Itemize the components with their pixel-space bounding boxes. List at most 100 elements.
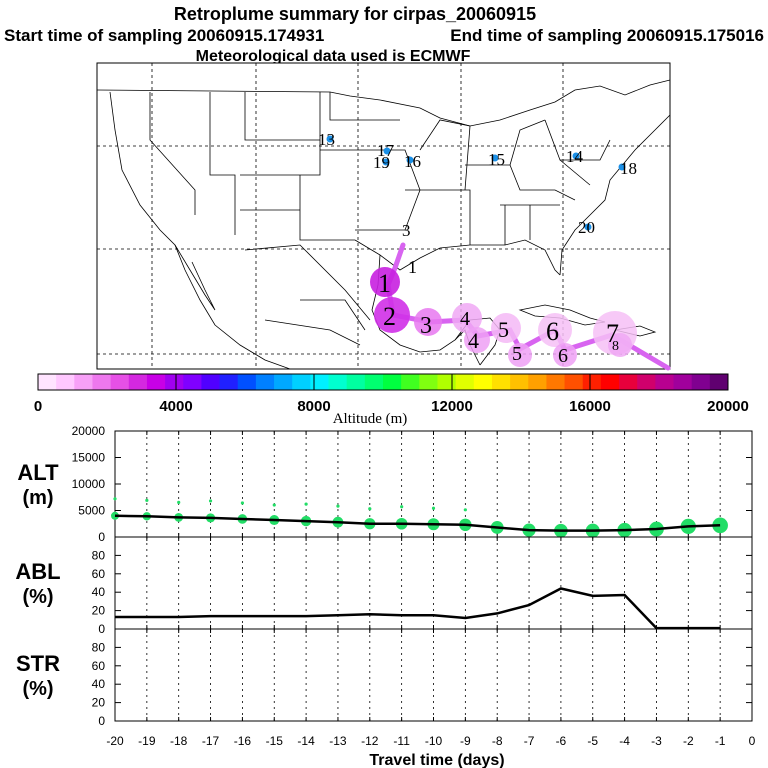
colorbar-swatch xyxy=(146,374,166,390)
y-tick-label: 0 xyxy=(98,530,105,544)
station-label-19: 19 xyxy=(373,153,390,172)
colorbar-swatch xyxy=(655,374,675,390)
plume-label-3-small: 3 xyxy=(402,221,411,240)
plume-label-4b: 4 xyxy=(468,328,479,353)
x-axis-title: Travel time (days) xyxy=(369,752,504,768)
y-tick-label: 80 xyxy=(92,640,106,654)
x-tick-label: -13 xyxy=(329,734,347,748)
colorbar-swatch xyxy=(401,374,420,390)
colorbar-swatch xyxy=(274,374,293,390)
colorbar-swatch xyxy=(183,374,202,390)
colorbar-swatch xyxy=(637,374,656,390)
x-tick-label: -4 xyxy=(619,734,630,748)
series-line-abl xyxy=(115,587,721,630)
plume-label-5: 5 xyxy=(498,317,509,342)
plume-label-2: 2 xyxy=(383,302,396,331)
colorbar-swatch xyxy=(56,374,75,390)
colorbar-swatch xyxy=(383,374,402,390)
station-dot xyxy=(382,158,390,166)
plume-puff-8 xyxy=(608,333,632,357)
station-label-15: 15 xyxy=(488,150,505,169)
altitude-spread-dot xyxy=(145,498,149,502)
x-tick-label: -6 xyxy=(556,734,567,748)
plume-label-6b: 6 xyxy=(558,345,568,367)
y-tick-label: 20000 xyxy=(72,424,106,438)
series-line-alt xyxy=(114,514,721,532)
colorbar-tick-label: 0 xyxy=(34,398,42,415)
y-tick-label: 40 xyxy=(92,677,106,691)
plume-label-8: 8 xyxy=(612,339,619,354)
plume-puff-5 xyxy=(491,313,521,343)
met-data-label: Meteorological data used is ECMWF xyxy=(196,48,471,65)
plume-label-6: 6 xyxy=(546,317,559,346)
station-label-20: 20 xyxy=(578,218,595,237)
colorbar-swatch xyxy=(364,374,384,390)
x-tick-label: -14 xyxy=(297,734,315,748)
x-tick-label: -15 xyxy=(266,734,284,748)
colorbar-swatch xyxy=(691,374,711,390)
colorbar-swatch xyxy=(437,374,457,390)
colorbar-swatch xyxy=(255,374,275,390)
panel-ylabel: ABL xyxy=(15,559,60,584)
colorbar-swatch xyxy=(92,374,112,390)
y-tick-label: 0 xyxy=(98,622,105,636)
panel-ylabel-unit: (%) xyxy=(22,678,53,700)
y-tick-label: 60 xyxy=(92,659,106,673)
station-label-16: 16 xyxy=(404,152,421,171)
colorbar-swatch xyxy=(455,374,475,390)
x-tick-label: -7 xyxy=(524,734,535,748)
plume-puff-2 xyxy=(374,297,410,333)
altitude-spread-dot xyxy=(208,499,213,503)
panel-alt: 0 5000 10000 15000 20000 ALT(m) xyxy=(17,424,753,544)
end-time-label: End time of sampling 20060915.175016 xyxy=(450,26,764,45)
station-dot xyxy=(326,135,334,143)
plume-label-5b: 5 xyxy=(512,343,522,365)
x-tick-label: 0 xyxy=(749,734,756,748)
x-tick-label: -17 xyxy=(202,734,220,748)
station-markers xyxy=(326,135,626,231)
plume-puff-4b xyxy=(464,327,490,353)
plume-label-7: 7 xyxy=(606,319,619,348)
x-tick-label: -3 xyxy=(651,734,662,748)
map-labels: 1 2 3 4 4 5 5 6 6 7 8 13 14 15 16 17 18 … xyxy=(318,130,637,367)
colorbar-swatch xyxy=(709,374,729,390)
colorbar-swatch xyxy=(491,374,511,390)
colorbar-tick-label: 8000 xyxy=(297,398,330,415)
plume-label-4: 4 xyxy=(460,308,470,330)
colorbar-swatch xyxy=(128,374,148,390)
panel-ylabel: ALT xyxy=(17,460,59,485)
colorbar-swatch xyxy=(219,374,239,390)
x-tick-label: -8 xyxy=(492,734,503,748)
colorbar-swatch xyxy=(582,374,602,390)
station-dot xyxy=(584,223,592,231)
colorbar-swatch xyxy=(473,374,493,390)
station-dot xyxy=(406,156,414,164)
y-tick-label: 40 xyxy=(92,585,106,599)
y-tick-label: 60 xyxy=(92,567,106,581)
plume-puff-3 xyxy=(414,308,442,336)
colorbar-swatch xyxy=(292,374,311,390)
figure-title: Retroplume summary for cirpas_20060915 xyxy=(174,4,536,24)
x-tick-label: -5 xyxy=(587,734,598,748)
altitude-spread-dot xyxy=(113,497,117,501)
plume-puff-5b xyxy=(508,343,532,367)
colorbar-swatch xyxy=(546,374,566,390)
panel-ylabel-unit: (%) xyxy=(22,586,53,608)
colorbar-tick-label: 16000 xyxy=(569,398,611,415)
y-tick-label: 10000 xyxy=(72,477,106,491)
map-panel: 1 2 3 4 4 5 5 6 6 7 8 13 14 15 16 17 18 … xyxy=(96,62,671,371)
colorbar-swatch xyxy=(165,374,184,390)
x-tick-label: -12 xyxy=(361,734,379,748)
plume-puff-4 xyxy=(452,303,482,333)
altitude-spread-dot xyxy=(400,505,404,509)
x-tick-label: -11 xyxy=(393,734,410,748)
altitude-spread-dot xyxy=(463,508,467,512)
altitude-spread-dot xyxy=(304,502,308,506)
colorbar-swatch xyxy=(419,374,438,390)
panel-abl: 0 20 40 60 80 ABL(%) xyxy=(15,536,753,636)
station-dot xyxy=(618,163,626,171)
station-label-13: 13 xyxy=(318,130,335,149)
colorbar-swatch xyxy=(673,374,693,390)
colorbar-tick-label: 12000 xyxy=(431,398,473,415)
